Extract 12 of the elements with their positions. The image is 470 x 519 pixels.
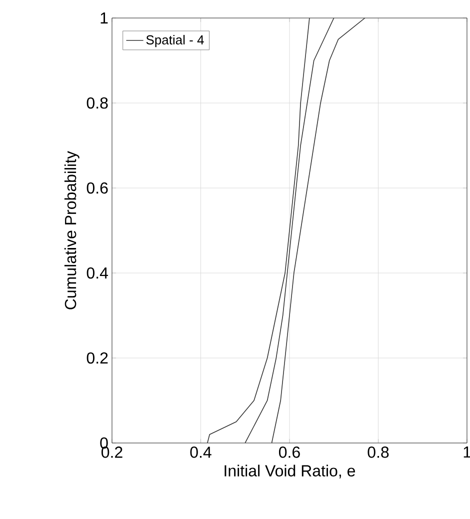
y-tick-label: 1	[100, 12, 108, 24]
y-tick-label: 0.2	[86, 352, 108, 364]
y-tick-label: 0.6	[86, 182, 108, 194]
x-tick-label: 0.8	[368, 446, 389, 458]
y-axis-title: Cumulative Probability	[64, 150, 80, 310]
x-tick-label: 0.6	[279, 446, 300, 458]
x-axis-title: Initial Void Ratio, e	[224, 464, 356, 478]
x-tick-label: 0.4	[190, 446, 212, 458]
y-tick-label: 0.4	[86, 267, 108, 279]
legend-label: Spatial - 4	[146, 34, 204, 48]
y-tick-label: 0.8	[86, 97, 108, 109]
line-series	[271, 18, 366, 443]
